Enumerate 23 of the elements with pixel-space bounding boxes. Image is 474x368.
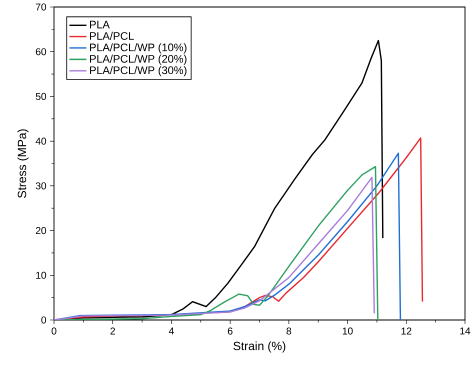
x-tick-label: 6 (228, 328, 232, 335)
x-axis-title: Strain (%) (233, 341, 286, 353)
x-tick-label: 10 (342, 328, 353, 335)
x-tick-label: 14 (460, 328, 470, 334)
x-tick-label: 8 (286, 328, 292, 335)
x-tick-label: 12 (402, 328, 412, 334)
y-tick-label: 30 (36, 182, 46, 190)
x-tick-label: 0 (52, 328, 56, 335)
y-tick-label: 50 (36, 92, 46, 100)
y-tick-label: 60 (36, 48, 46, 56)
legend-label: PLA/PCL/WP (20%) (90, 54, 186, 65)
y-tick-label: 0 (41, 316, 46, 324)
y-tick-label: 20 (36, 227, 46, 234)
legend-label: PLA/PCL/WP (30%) (90, 66, 186, 76)
x-tick-label: 4 (168, 328, 174, 334)
y-tick-label: 70 (36, 3, 46, 11)
y-tick-label: 40 (36, 138, 46, 145)
x-tick-label: 2 (110, 328, 115, 334)
legend-label: PLA (90, 20, 110, 28)
y-tick-label: 10 (36, 272, 46, 279)
legend-label: PLA/PCL (90, 32, 134, 40)
y-axis-title: Stress (MPa) (17, 129, 29, 198)
legend-label: PLA/PCL/WP (10%) (90, 43, 186, 54)
